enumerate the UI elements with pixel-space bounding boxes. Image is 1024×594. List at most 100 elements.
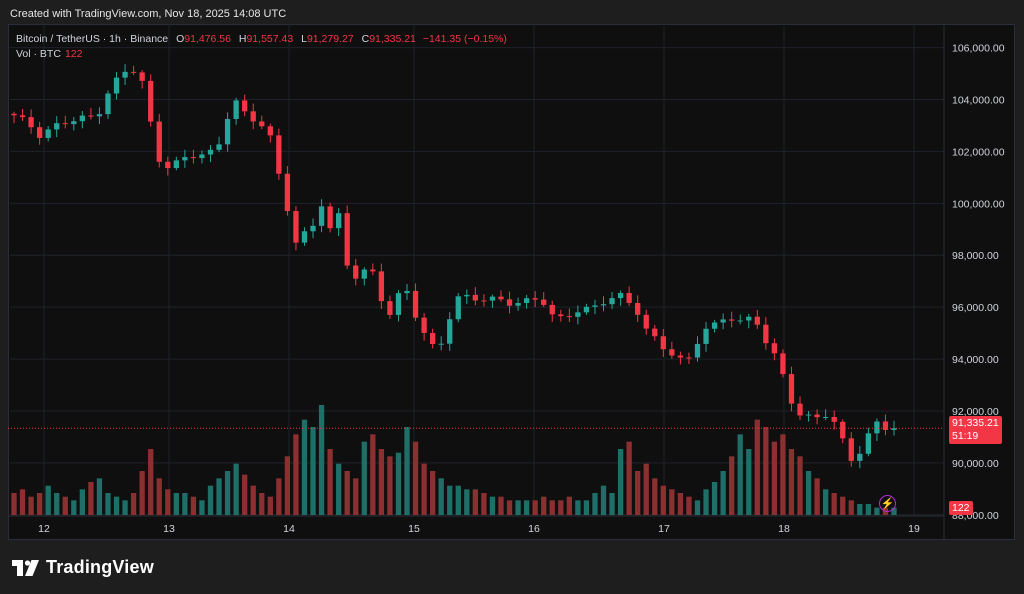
candlestick-chart[interactable]: 106,000.00 104,000.00 102,000.00 100,000.00…	[8, 24, 1015, 540]
price-tick-label: 96,000.00	[952, 302, 999, 314]
volume-bar	[207, 485, 214, 515]
candle-body	[284, 173, 291, 212]
volume-bar	[310, 427, 316, 515]
low-key: L	[301, 33, 307, 45]
volume-label[interactable]: Vol · BTC	[16, 48, 61, 60]
candle-body	[233, 100, 239, 119]
price-tick-label: 100,000.00	[952, 198, 1005, 210]
volume-bar	[447, 485, 453, 515]
volume-bar	[660, 485, 666, 515]
candle-body	[729, 319, 735, 321]
candle-body	[857, 453, 863, 461]
volume-bar	[515, 500, 521, 515]
volume-bar	[267, 496, 273, 515]
open-key: O	[176, 33, 185, 45]
candle-body	[310, 225, 316, 232]
volume-bar	[600, 485, 607, 515]
candle-body	[447, 319, 453, 344]
candle-body	[71, 121, 77, 125]
volume-bar	[130, 493, 137, 515]
price-tick-label: 88,000.00	[952, 510, 999, 522]
volume-bar	[54, 493, 60, 515]
volume-bar	[318, 405, 325, 515]
volume-bar	[498, 496, 504, 515]
chart-panel[interactable]	[8, 24, 1015, 540]
price-tick-label: 98,000.00	[952, 250, 999, 262]
candle-body	[190, 157, 197, 159]
candle-body	[600, 304, 607, 306]
volume-bar	[788, 449, 795, 515]
candle-body	[771, 343, 778, 354]
candle-body	[669, 349, 675, 356]
candle-body	[635, 302, 641, 315]
volume-bar	[729, 456, 735, 515]
volume-bar	[874, 507, 880, 515]
lightning-icon[interactable]: ⚡	[879, 495, 896, 512]
volume-bar	[703, 489, 709, 515]
candle-body	[412, 290, 419, 318]
time-tick-label: 17	[658, 523, 670, 535]
candle-body	[387, 301, 393, 315]
candle-body	[259, 121, 265, 127]
candle-body	[182, 157, 188, 161]
volume-bar	[737, 434, 743, 515]
candle-body	[327, 206, 333, 229]
volume-bar	[455, 485, 461, 515]
symbol-label[interactable]: Bitcoin / TetherUS · 1h · Binance	[16, 33, 169, 45]
candle-body	[694, 343, 701, 358]
time-tick-label: 12	[38, 523, 50, 535]
volume-bar	[412, 441, 419, 515]
volume-bar	[481, 493, 487, 515]
volume-bar	[113, 496, 120, 515]
candle-body	[148, 80, 154, 122]
volume-bar	[45, 485, 51, 515]
candle-body	[746, 316, 752, 321]
high-key: H	[238, 33, 247, 45]
volume-bar	[11, 493, 17, 515]
last-volume-tag: 122	[949, 501, 973, 515]
volume-bar	[523, 500, 530, 515]
volume-bar	[532, 500, 538, 515]
candle-body	[96, 114, 103, 117]
close-value: 91,335.21	[369, 33, 416, 45]
candle-body	[575, 312, 581, 317]
volume-bar	[148, 449, 154, 515]
volume-value: 122	[64, 48, 83, 60]
candle-body	[404, 290, 410, 294]
candle-body	[891, 428, 897, 430]
candle-body	[686, 357, 692, 359]
time-tick-label: 18	[778, 523, 790, 535]
volume-bar	[891, 507, 897, 515]
price-tick-label: 104,000.00	[952, 94, 1005, 106]
volume-legend: Vol · BTC 122	[16, 48, 82, 60]
volume-bar	[259, 493, 265, 515]
volume-bar	[541, 496, 547, 515]
candle-body	[395, 293, 402, 315]
volume-bar	[165, 489, 171, 515]
volume-bar	[71, 500, 77, 515]
candle-body	[173, 160, 179, 169]
candle-body	[242, 100, 248, 112]
candle-body	[122, 71, 128, 78]
candle-body	[105, 93, 111, 115]
candle-body	[566, 316, 572, 318]
price-tick-label: 94,000.00	[952, 354, 999, 366]
volume-bar	[711, 482, 718, 515]
time-tick-label: 13	[163, 523, 175, 535]
volume-bar	[62, 496, 68, 515]
volume-bar	[96, 478, 103, 515]
candle-body	[840, 421, 846, 439]
candle-body	[19, 115, 26, 118]
candle-body	[617, 292, 624, 299]
volume-bar	[617, 449, 624, 515]
candle-body	[464, 294, 470, 297]
volume-bar	[797, 456, 803, 515]
volume-bar	[353, 478, 359, 515]
candle-body	[754, 316, 760, 325]
volume-bar	[242, 474, 248, 515]
price-tick-label: 106,000.00	[952, 43, 1005, 55]
candle-body	[532, 298, 538, 300]
tradingview-logo-icon	[12, 559, 39, 576]
volume-bar	[472, 489, 479, 515]
volume-bar	[549, 500, 555, 515]
